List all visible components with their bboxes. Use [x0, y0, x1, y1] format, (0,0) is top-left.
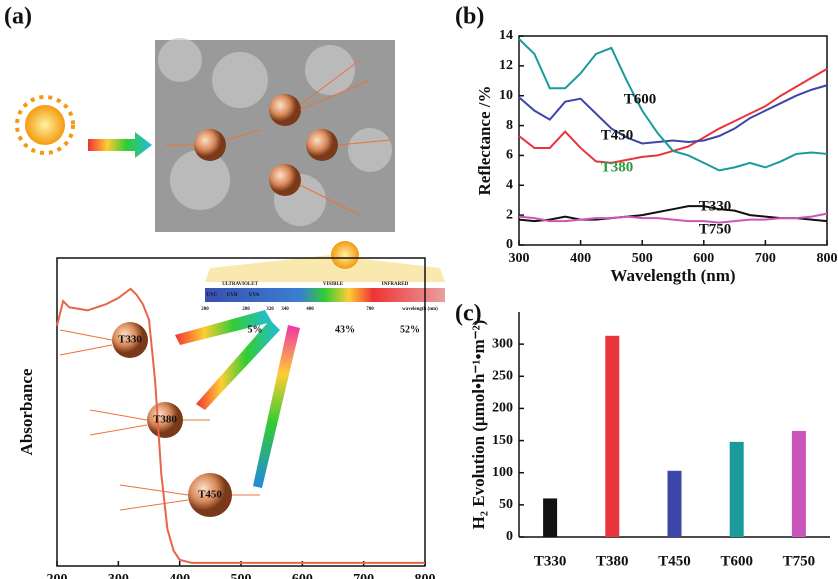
y-tick-label: 0 — [506, 529, 513, 544]
y-axis-label: H₂ Evolution (μmol•h⁻¹•m⁻²) — [469, 320, 488, 530]
series-label: T450 — [601, 127, 634, 143]
plot-frame — [56, 257, 426, 567]
x-tick-label: T450 — [658, 553, 691, 569]
annotation: wavelength (nm) — [402, 307, 438, 312]
y-tick-label: 14 — [499, 28, 513, 43]
x-tick-label: 300 — [108, 572, 129, 579]
x-tick-label: 600 — [292, 572, 313, 579]
y-tick-label: 50 — [499, 497, 513, 512]
annotation: 700 — [366, 307, 374, 312]
illustration — [15, 38, 445, 517]
annotation: T380 — [153, 414, 177, 426]
y-axis-label: Reflectance /% — [475, 86, 494, 196]
y-tick-label: 10 — [499, 88, 513, 103]
panel-label: (a) — [4, 4, 32, 30]
annotation: 320 — [266, 307, 274, 312]
annotation: 340 — [281, 307, 289, 312]
annotation: T450 — [198, 489, 222, 501]
data-line — [518, 67, 828, 164]
x-tick-label: 800 — [817, 251, 838, 266]
annotation: 400 — [306, 307, 314, 312]
x-tick-label: T380 — [596, 553, 629, 569]
series-label: T600 — [624, 91, 657, 107]
bar — [729, 441, 744, 537]
x-tick-label: 600 — [693, 251, 714, 266]
data-line — [518, 84, 828, 145]
annotation: INFRARED — [382, 282, 409, 287]
y-tick-label: 300 — [492, 336, 513, 351]
y-tick-label: 8 — [506, 118, 513, 133]
data-line — [518, 38, 828, 172]
annotation: 200 — [201, 307, 209, 312]
x-tick-label: 800 — [415, 572, 436, 579]
x-tick-label: 500 — [231, 572, 252, 579]
x-tick-label: T330 — [534, 553, 567, 569]
y-tick-label: 100 — [492, 465, 513, 480]
bar — [667, 470, 682, 537]
series-label: T330 — [699, 198, 732, 214]
annotation: T330 — [118, 334, 142, 346]
panel-label: (b) — [455, 4, 484, 30]
y-tick-label: 12 — [499, 58, 513, 73]
x-tick-label: 400 — [570, 251, 591, 266]
data-line — [518, 212, 828, 224]
y-tick-label: 150 — [492, 433, 513, 448]
x-tick-label: T600 — [720, 553, 753, 569]
panel-label: (c) — [455, 301, 482, 327]
plot-frame — [518, 35, 828, 246]
series-label: T380 — [601, 159, 634, 175]
y-tick-label: 2 — [506, 207, 513, 222]
annotation: 5% — [248, 324, 263, 335]
x-tick-label: 700 — [353, 572, 374, 579]
x-tick-label: T750 — [783, 553, 816, 569]
y-tick-label: 6 — [506, 148, 513, 163]
y-tick-label: 250 — [492, 369, 513, 384]
x-tick-label: 200 — [47, 572, 68, 579]
bar — [605, 335, 620, 537]
x-tick-label: 500 — [632, 251, 653, 266]
x-tick-label: 400 — [169, 572, 190, 579]
annotation: UVB — [227, 293, 238, 298]
annotation: 52% — [400, 324, 420, 335]
y-axis-label: Absorbance — [17, 368, 36, 455]
bar — [543, 498, 558, 537]
y-tick-label: 200 — [492, 401, 513, 416]
x-tick-label: 700 — [755, 251, 776, 266]
annotation: VISIBLE — [323, 282, 344, 287]
annotation: UVA — [249, 293, 260, 298]
bar — [791, 430, 806, 537]
x-axis-label: Wavelength (nm) — [610, 266, 735, 285]
data-line — [56, 287, 425, 564]
annotation: UVC — [207, 293, 218, 298]
y-tick-label: 4 — [506, 178, 513, 193]
x-tick-label: 300 — [509, 251, 530, 266]
series-label: T750 — [699, 221, 732, 237]
annotation: 43% — [335, 324, 355, 335]
annotation: 280 — [242, 307, 250, 312]
annotation: ULTRAVIOLET — [222, 282, 259, 287]
y-tick-label: 0 — [506, 237, 513, 252]
